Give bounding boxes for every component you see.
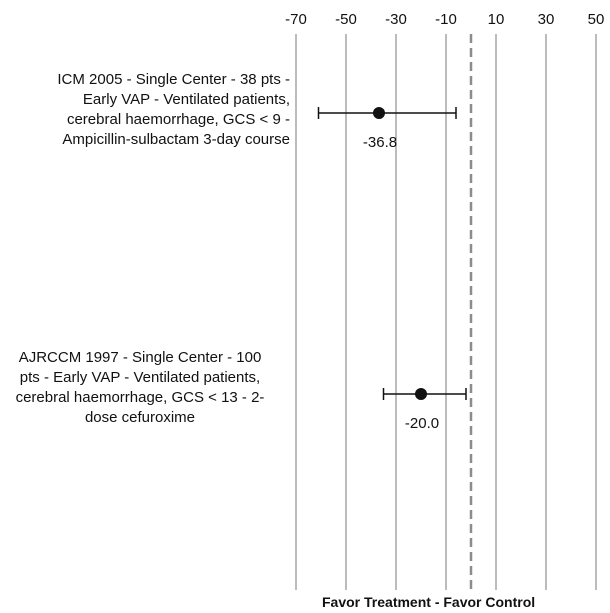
favor-footer: Favor Treatment - Favor Control <box>322 594 536 610</box>
x-tick-label: -70 <box>285 11 307 28</box>
study-label-line: ICM 2005 - Single Center - 38 pts - <box>57 71 290 88</box>
gridlines <box>295 34 597 590</box>
x-tick-label: 10 <box>488 11 505 28</box>
study-markers: -36.8 -20.0 <box>317 107 467 432</box>
estimate-value-label: -20.0 <box>405 415 439 432</box>
x-tick-label: -10 <box>435 11 457 28</box>
study-label-line: dose cefuroxime <box>84 409 196 426</box>
x-tick-label: -50 <box>335 11 357 28</box>
study-label-line: Ampicillin-sulbactam 3-day course <box>62 131 290 148</box>
point-estimate <box>373 107 385 119</box>
study-row-1: -20.0 <box>382 388 467 432</box>
study-label-line: cerebral haemorrhage, GCS < 9 - <box>66 111 290 128</box>
study-label-icm-2005: ICM 2005 - Single Center - 38 pts - Earl… <box>0 70 290 150</box>
study-row-0: -36.8 <box>317 107 457 151</box>
x-tick-label: 30 <box>538 11 555 28</box>
study-label-line: Early VAP - Ventilated patients, <box>82 91 290 108</box>
point-estimate <box>415 388 427 400</box>
study-label-line: pts - Early VAP - Ventilated patients, <box>19 369 261 386</box>
study-label-line: AJRCCM 1997 - Single Center - 100 <box>18 349 262 366</box>
x-tick-labels: -70 -50 -30 -10 10 30 50 <box>285 11 604 28</box>
estimate-value-label: -36.8 <box>363 134 397 151</box>
x-tick-label: -30 <box>385 11 407 28</box>
study-label-line: cerebral haemorrhage, GCS < 13 - 2- <box>15 389 265 406</box>
study-label-ajrccm-1997: AJRCCM 1997 - Single Center - 100 pts - … <box>0 348 320 428</box>
x-tick-label: 50 <box>588 11 605 28</box>
